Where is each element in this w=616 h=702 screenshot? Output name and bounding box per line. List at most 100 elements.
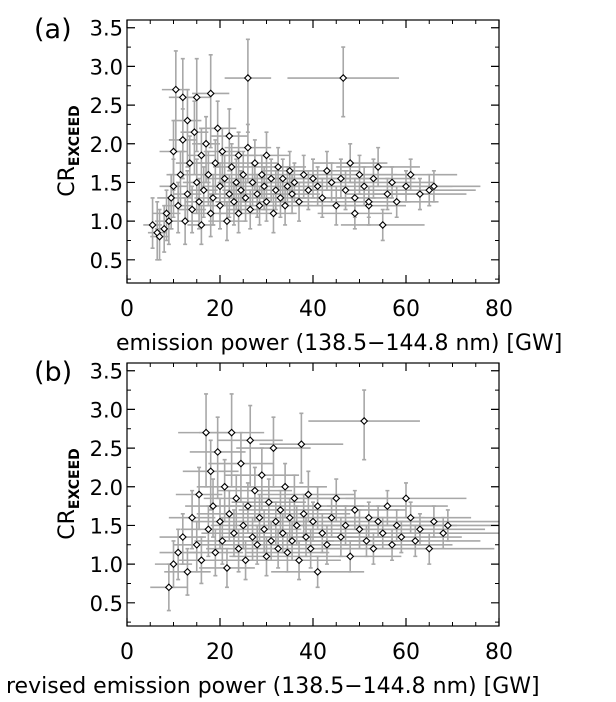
data-point-a-46 xyxy=(239,170,248,179)
data-point-a-77 xyxy=(327,178,336,187)
data-point-b-83 xyxy=(443,521,452,530)
y-tick-label-a-6: 3.5 xyxy=(90,17,123,41)
data-point-a-80 xyxy=(339,74,348,82)
data-point-a-97 xyxy=(429,182,438,191)
data-point-a-69 xyxy=(290,178,299,187)
data-point-b-38 xyxy=(269,444,278,453)
data-point-a-47 xyxy=(241,193,250,202)
data-point-b-0 xyxy=(164,583,173,592)
data-point-b-77 xyxy=(406,513,415,522)
errorbars-a xyxy=(143,38,481,261)
data-point-a-56 xyxy=(260,182,269,191)
x-axis-label-a: emission power (138.5−144.8 nm) [GW] xyxy=(116,331,562,356)
data-point-b-6 xyxy=(192,540,201,549)
data-point-a-62 xyxy=(274,162,283,171)
data-point-b-9 xyxy=(202,428,211,437)
data-point-b-12 xyxy=(209,502,218,511)
data-point-b-71 xyxy=(378,529,387,538)
data-point-b-37 xyxy=(267,536,276,545)
data-point-a-53 xyxy=(253,190,262,199)
data-point-a-16 xyxy=(183,116,192,125)
data-point-a-21 xyxy=(192,93,201,102)
y-tick-label-a-1: 1.0 xyxy=(90,210,123,234)
panel-label-b: (b) xyxy=(34,357,72,388)
data-point-b-55 xyxy=(309,517,317,526)
data-point-a-41 xyxy=(229,197,238,206)
data-point-a-8 xyxy=(169,147,178,156)
data-point-a-88 xyxy=(374,162,383,171)
data-point-b-10 xyxy=(204,525,213,534)
panel-b: 0 20 40 60 80 0.5 1.0 1.5 2.0 2.5 3.0 3.5 (b) revi… xyxy=(6,357,540,699)
data-point-a-90 xyxy=(383,190,392,199)
data-point-b-2 xyxy=(174,548,183,557)
data-point-a-49 xyxy=(243,143,252,152)
data-point-b-30 xyxy=(250,486,259,495)
data-point-a-27 xyxy=(204,170,213,179)
data-point-a-7 xyxy=(169,182,178,191)
data-point-a-19 xyxy=(190,128,199,137)
data-point-b-68 xyxy=(364,513,373,522)
data-point-b-56 xyxy=(313,502,322,511)
data-point-a-38 xyxy=(225,190,234,199)
data-point-b-54 xyxy=(306,544,315,553)
data-point-a-76 xyxy=(322,166,331,175)
data-point-a-67 xyxy=(285,166,294,175)
data-point-a-25 xyxy=(199,186,208,195)
data-point-b-13 xyxy=(211,548,220,557)
data-point-b-41 xyxy=(276,505,285,514)
data-point-b-8 xyxy=(197,556,206,565)
data-point-b-48 xyxy=(292,521,301,530)
data-point-a-20 xyxy=(192,178,201,187)
markers-a xyxy=(148,74,438,241)
data-point-b-51 xyxy=(299,509,308,518)
data-point-a-54 xyxy=(255,201,264,210)
data-point-a-84 xyxy=(355,170,364,179)
y-tick-label-b-4: 2.5 xyxy=(90,437,123,461)
data-point-a-4 xyxy=(162,209,171,218)
data-point-a-35 xyxy=(218,147,227,156)
x-tick-label-a-0: 0 xyxy=(120,297,134,322)
data-point-b-18 xyxy=(222,564,231,572)
data-point-a-42 xyxy=(232,178,241,187)
y-ticks-a: 0.5 1.0 1.5 2.0 2.5 3.0 3.5 xyxy=(90,17,499,280)
data-point-b-42 xyxy=(278,529,287,538)
data-point-a-6 xyxy=(167,193,176,202)
data-point-b-59 xyxy=(327,513,336,522)
data-point-b-46 xyxy=(288,536,297,545)
data-point-b-70 xyxy=(374,517,383,526)
data-point-b-73 xyxy=(388,540,397,549)
data-point-b-82 xyxy=(439,529,448,538)
data-point-a-65 xyxy=(281,201,290,210)
data-point-b-15 xyxy=(216,517,224,526)
data-point-a-40 xyxy=(227,162,236,171)
data-point-a-48 xyxy=(243,74,252,82)
data-point-b-7 xyxy=(195,490,204,499)
data-point-a-83 xyxy=(350,193,359,202)
data-point-a-92 xyxy=(392,197,401,206)
data-point-a-93 xyxy=(402,182,410,191)
data-point-a-30 xyxy=(209,193,218,202)
errorbar-a-21 xyxy=(182,57,211,153)
data-point-b-3 xyxy=(178,533,187,542)
data-point-a-82 xyxy=(346,159,355,168)
panel-label-a: (a) xyxy=(34,14,72,45)
x-axis-label-b: revised emission power (138.5−144.8 nm) … xyxy=(6,674,540,699)
y-ticks-b: 0.5 1.0 1.5 2.0 2.5 3.0 3.5 xyxy=(90,360,499,623)
data-point-a-33 xyxy=(216,182,224,191)
data-point-b-16 xyxy=(218,536,227,545)
data-point-a-15 xyxy=(183,190,192,199)
errorbar-a-49 xyxy=(224,123,272,184)
data-point-a-26 xyxy=(202,139,211,148)
data-point-a-10 xyxy=(174,201,183,210)
data-point-a-9 xyxy=(171,85,180,94)
data-point-b-40 xyxy=(274,544,283,553)
data-point-b-47 xyxy=(290,494,299,503)
data-point-a-31 xyxy=(211,159,220,168)
data-point-b-65 xyxy=(355,525,364,534)
errorbar-a-26 xyxy=(192,115,220,184)
y-axis-label-a: CREXCEED xyxy=(55,105,83,197)
data-point-b-61 xyxy=(336,533,345,542)
data-point-a-29 xyxy=(206,209,215,218)
y-tick-label-b-2: 1.5 xyxy=(90,514,123,538)
data-point-a-14 xyxy=(181,217,190,226)
